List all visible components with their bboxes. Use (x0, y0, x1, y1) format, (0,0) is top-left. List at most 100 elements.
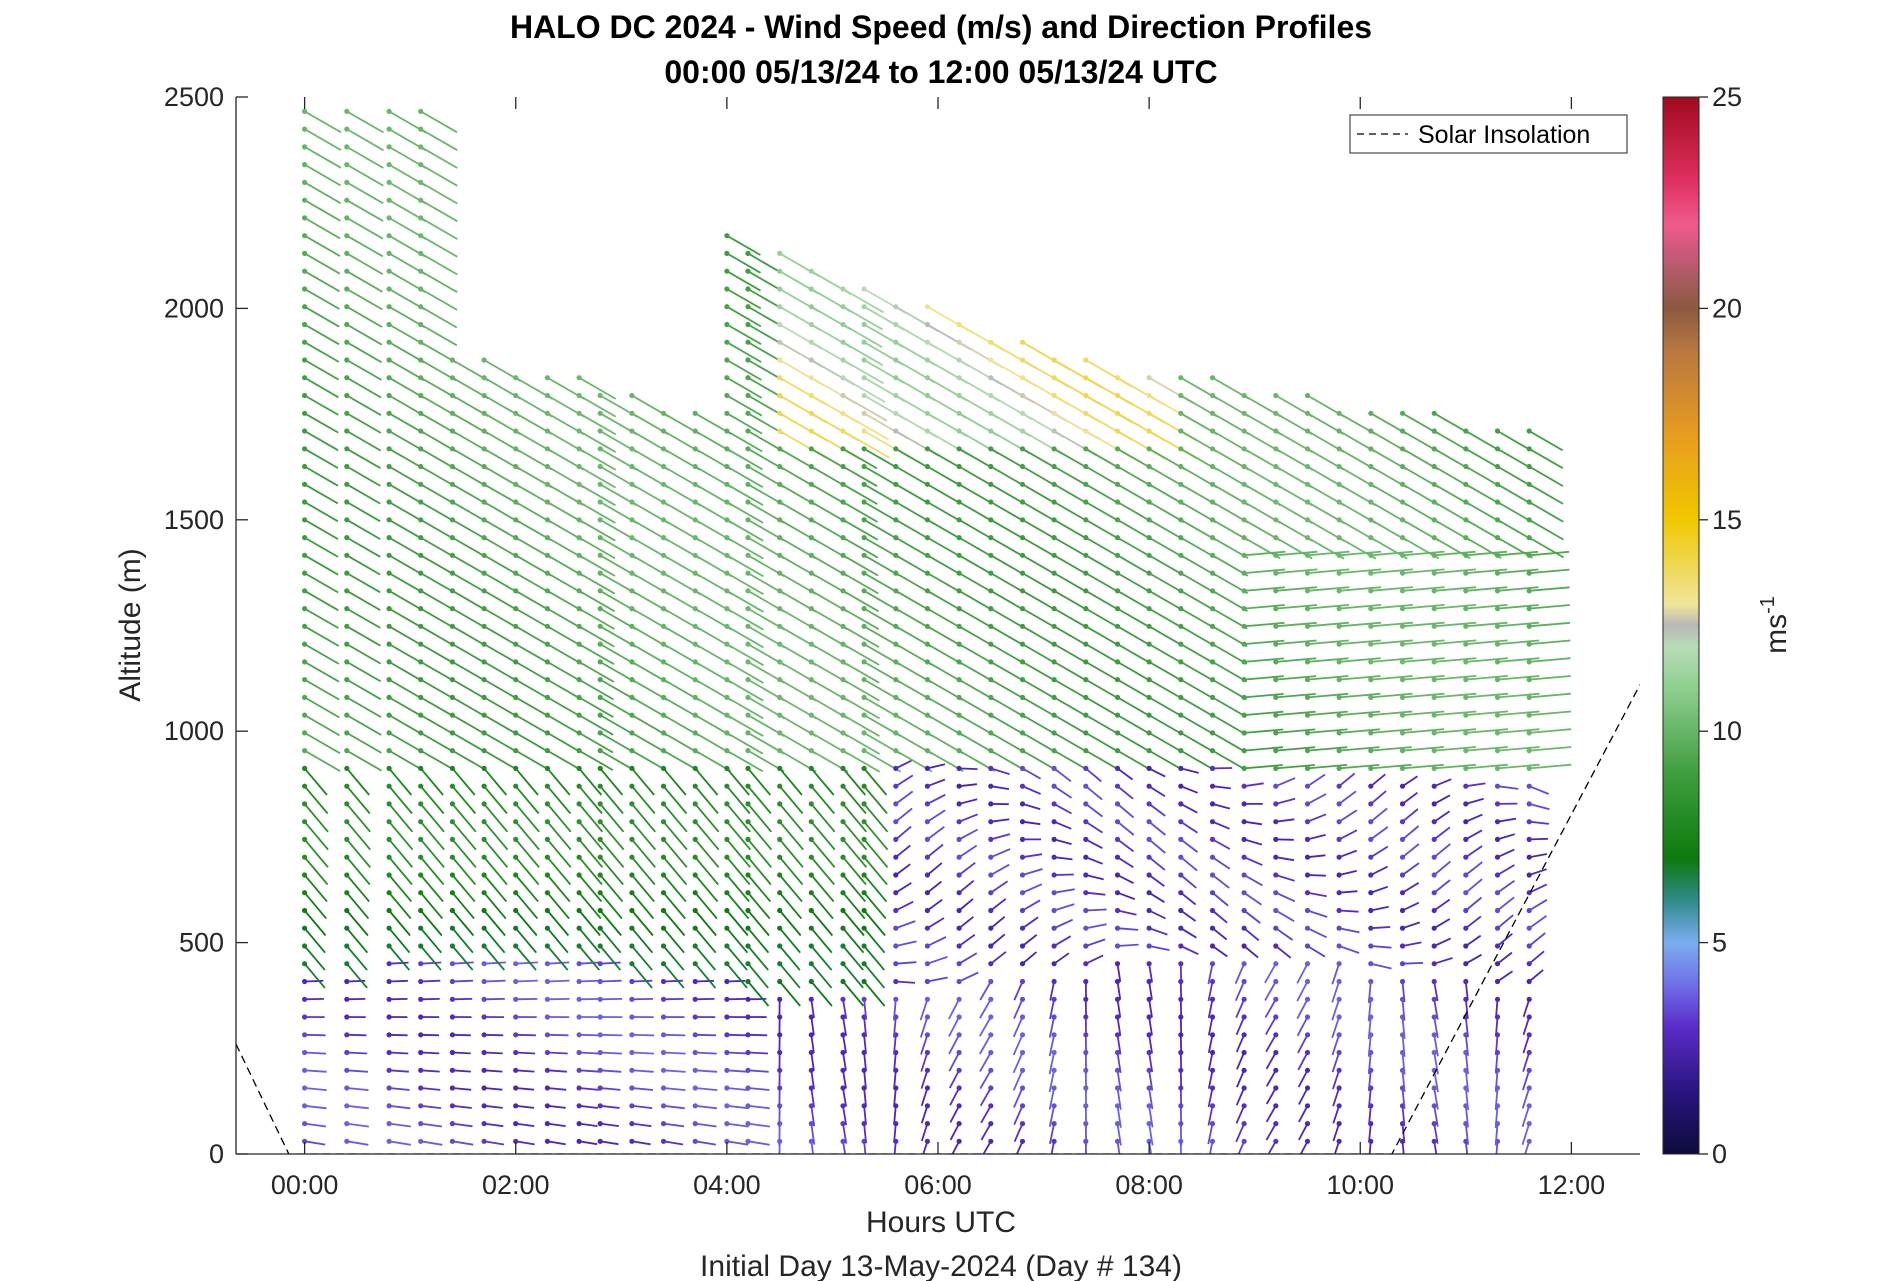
wind-barb (1022, 661, 1057, 683)
wind-barb-dot (893, 641, 899, 647)
wind-barb-dot (1526, 943, 1532, 949)
wind-barb (1235, 1105, 1245, 1124)
wind-barb (1116, 1141, 1121, 1154)
wind-barb-dot (924, 1049, 931, 1056)
wind-barb (842, 856, 867, 886)
wind-barb (346, 128, 384, 152)
wind-barb-dot (1209, 712, 1216, 718)
wind-barb (1275, 818, 1295, 823)
wind-barb (1148, 999, 1153, 1018)
wind-barb (1235, 1087, 1245, 1106)
wind-barb (1521, 1087, 1531, 1109)
wind-barb-dot (724, 357, 730, 363)
wind-barb-dot (481, 890, 487, 896)
wind-barb (451, 821, 477, 851)
wind-barb-dot (1051, 428, 1057, 434)
wind-barb-dot (344, 463, 350, 470)
wind-barb (546, 892, 570, 920)
wind-barb-dot (988, 446, 994, 452)
wind-barb (1053, 767, 1072, 783)
wind-barb-dot (576, 481, 582, 487)
wind-barb (1529, 710, 1572, 716)
wind-barb (958, 536, 994, 558)
wind-barb-dot (1051, 499, 1057, 505)
wind-barb-dot (386, 943, 392, 949)
wind-barb (1402, 657, 1445, 663)
wind-barb-dot (1399, 463, 1406, 470)
wind-barb-dot (576, 1138, 582, 1144)
wind-barb-dot (808, 925, 814, 931)
wind-barb-dot (481, 765, 487, 772)
wind-barb (926, 862, 943, 876)
wind-barb (1117, 625, 1152, 647)
wind-barb-dot (1178, 872, 1184, 878)
wind-barb-dot (418, 1032, 424, 1038)
wind-barb (990, 785, 1010, 790)
wind-barb-dot (544, 623, 551, 629)
wind-barb-dot (1368, 890, 1374, 896)
wind-barb-dot (344, 162, 350, 168)
wind-barb (1022, 853, 1043, 859)
wind-barb (420, 501, 456, 523)
wind-barb-dot (344, 730, 350, 736)
wind-barb-dot (1083, 978, 1089, 985)
wind-barb (1085, 749, 1120, 771)
wind-barb-dot (1336, 481, 1342, 487)
wind-barb-dot (808, 499, 814, 505)
wind-barb-dot (724, 321, 730, 328)
wind-barb (1307, 764, 1348, 770)
wind-barb (893, 999, 897, 1021)
wind-barb-dot (1051, 552, 1057, 558)
wind-barb-dot (956, 1067, 962, 1073)
wind-barb-dot (513, 517, 519, 523)
wind-barb (1370, 657, 1413, 663)
wind-barb (926, 843, 944, 858)
wind-barb (420, 643, 455, 665)
wind-barb-dot (1114, 819, 1121, 825)
wind-barb-dot (1146, 392, 1152, 399)
wind-barb (1339, 675, 1381, 681)
wind-barb-dot (1368, 872, 1374, 878)
wind-barb-dot (956, 925, 962, 931)
wind-barb (990, 951, 1007, 965)
wind-barb-dot (1146, 943, 1152, 949)
wind-barb-dot (1463, 836, 1469, 843)
wind-barb (303, 892, 327, 920)
wind-barb (546, 927, 569, 954)
wind-barb (863, 874, 888, 903)
wind-barb (895, 774, 914, 787)
wind-barb-dot (629, 890, 635, 896)
wind-barb-dot (956, 410, 962, 416)
wind-barb-dot (1114, 801, 1121, 807)
wind-barb-dot (1368, 552, 1374, 558)
wind-barb-dot (1368, 659, 1374, 665)
wind-barb-dot (449, 570, 455, 576)
wind-barb (1522, 1016, 1531, 1036)
wind-barb-dot (302, 961, 308, 967)
wind-barb-dot (924, 978, 931, 985)
wind-barb-dot (893, 836, 899, 843)
wind-barb-dot (893, 304, 899, 310)
wind-barb (747, 1122, 771, 1128)
y-tick-label: 1500 (164, 505, 224, 535)
wind-barb-dot (1273, 428, 1279, 434)
wind-barb-dot (1083, 463, 1089, 470)
wind-barb (1054, 873, 1074, 876)
wind-barb (1207, 1016, 1214, 1036)
wind-barb-dot (1273, 819, 1279, 825)
wind-barb-dot (1463, 570, 1469, 576)
wind-barb-dot (576, 659, 582, 665)
wind-barb-dot (1526, 925, 1532, 931)
wind-barb-dot (576, 872, 582, 878)
wind-barb (1465, 813, 1483, 823)
wind-barb-dot (302, 392, 308, 399)
wind-barb (1022, 868, 1043, 876)
wind-barb (451, 732, 487, 753)
wind-barb-dot (924, 1121, 931, 1127)
wind-barb-dot (449, 1121, 455, 1127)
wind-barb (599, 874, 624, 903)
wind-barb-dot (660, 1121, 667, 1127)
wind-barb-dot (861, 339, 867, 345)
wind-barb (483, 856, 508, 886)
wind-barb-dot (956, 392, 962, 399)
